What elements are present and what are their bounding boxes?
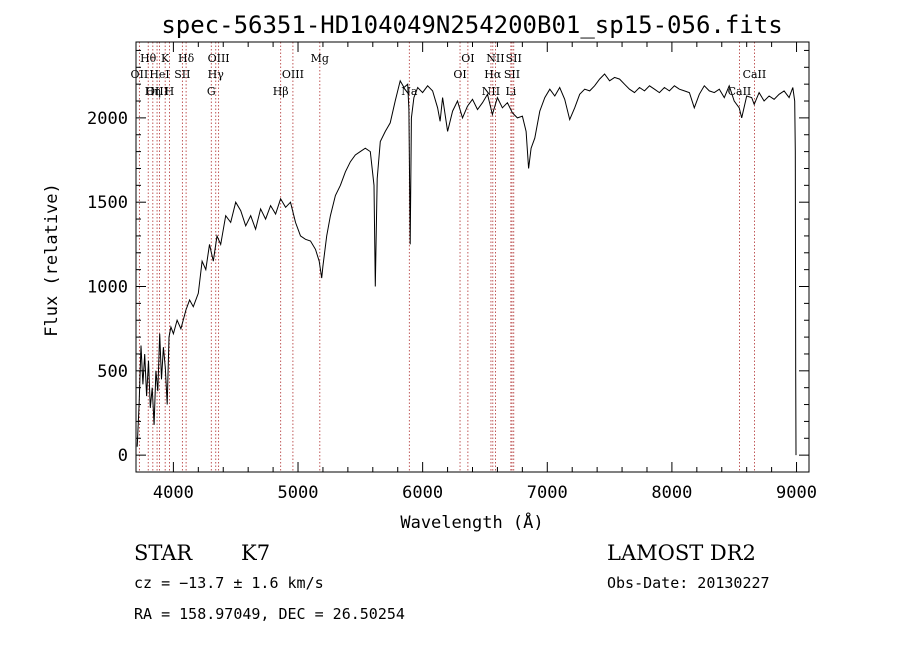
spectral-line-label: OII: [131, 68, 149, 81]
x-tick-label: 6000: [402, 483, 443, 503]
x-tick-label: 5000: [278, 483, 319, 503]
object-class: STAR: [134, 541, 193, 565]
x-axis-label: Wavelength (Å): [400, 511, 543, 533]
x-axis-ticks: 4000 5000 6000 7000 8000 9000: [153, 42, 817, 503]
spectral-line-label: OI: [453, 68, 466, 81]
spectral-line-label: Hβ: [273, 85, 289, 98]
y-axis-ticks: 0 500 1000 1500 2000: [87, 49, 809, 466]
spectral-line-label: SII: [174, 68, 190, 81]
chart-title: spec-56351-HD104049N254200B01_sp15-056.f…: [161, 11, 782, 39]
y-tick-label: 1000: [87, 278, 128, 298]
x-tick-label: 4000: [153, 483, 194, 503]
spectral-line-label: G: [207, 85, 216, 98]
survey-name: LAMOST DR2: [607, 541, 756, 565]
y-tick-label: 500: [97, 362, 128, 382]
spectral-line-label: CaII: [728, 85, 752, 98]
x-tick-label: 8000: [651, 483, 692, 503]
object-subclass: K7: [241, 541, 270, 565]
spectral-line-label: Mg: [311, 52, 329, 65]
spectral-line-label: SII: [506, 52, 522, 65]
x-tick-label: 7000: [527, 483, 568, 503]
spectral-line-label: Hα: [484, 68, 502, 81]
y-tick-label: 2000: [87, 109, 128, 129]
spectral-line-label: H: [165, 85, 175, 98]
spectral-line-label: Na: [401, 85, 418, 98]
spectral-line-label: NII: [486, 52, 504, 65]
plot-frame: [135, 41, 810, 473]
spectral-line-markers: [138, 42, 755, 472]
spectral-line-label: OI: [461, 52, 474, 65]
redshift-text: cz = −13.7 ± 1.6 km/s: [134, 574, 324, 592]
obs-date: Obs-Date: 20130227: [607, 574, 770, 592]
spectral-line-label: CaII: [743, 68, 767, 81]
spectral-line-label: HeI: [149, 68, 169, 81]
spectral-line-label: OIII: [282, 68, 304, 81]
spectral-line-label: Hη: [145, 85, 161, 98]
y-tick-label: 0: [118, 446, 128, 466]
spectral-line-label: SII: [504, 68, 520, 81]
spectral-line-label: Hγ: [208, 68, 225, 81]
coordinates-text: RA = 158.97049, DEC = 26.50254: [134, 605, 405, 623]
x-tick-label: 9000: [776, 483, 817, 503]
spectral-line-label: Hθ: [140, 52, 157, 65]
spectral-line-label: Hδ: [178, 52, 195, 65]
spectral-line-label: K: [161, 52, 170, 65]
spectral-line-label: Li: [505, 85, 516, 98]
spectral-line-label: OIII: [208, 52, 230, 65]
spectral-line-label: NII: [482, 85, 500, 98]
y-axis-label: Flux (relative): [42, 183, 62, 337]
spectral-line-label: OIII: [146, 85, 168, 98]
spectrum-series-line: [136, 73, 797, 456]
y-tick-label: 1500: [87, 193, 128, 213]
